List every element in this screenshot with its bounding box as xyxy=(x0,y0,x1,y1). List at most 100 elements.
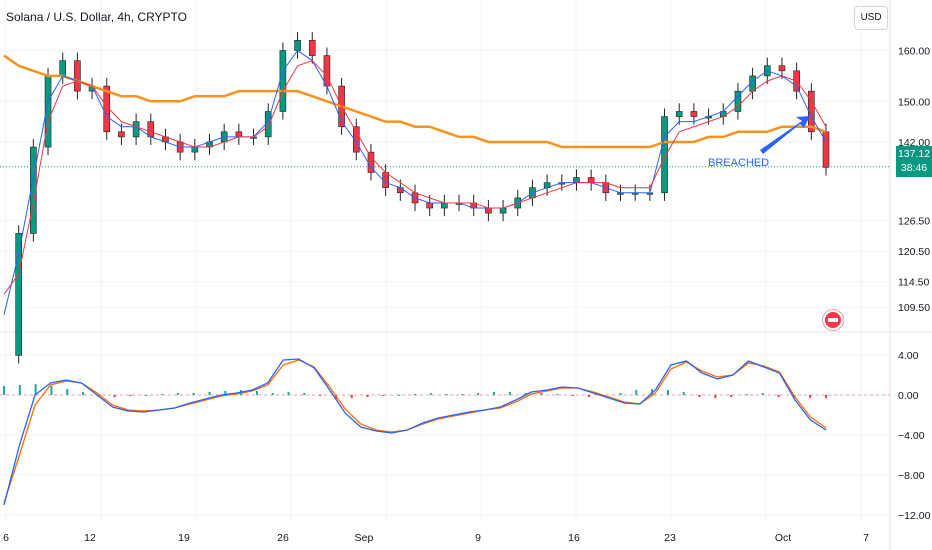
histogram-bar xyxy=(398,395,401,396)
x-tick-label: 26 xyxy=(277,532,289,544)
candle-body xyxy=(573,177,580,183)
histogram-bar xyxy=(176,393,179,395)
candle-body xyxy=(294,40,301,51)
histogram-bar xyxy=(777,395,780,397)
candle-body xyxy=(675,111,683,117)
histogram-bar xyxy=(761,393,764,395)
breached-annotation: BREACHED xyxy=(708,157,770,169)
osc-tick-label: 0.00 xyxy=(898,390,919,402)
candle-body xyxy=(352,126,360,153)
ema-fast-line xyxy=(3,49,827,315)
candle-body xyxy=(690,111,698,117)
candle-body xyxy=(59,60,67,77)
candle-body xyxy=(822,131,830,168)
us-flag-icon[interactable] xyxy=(823,310,843,330)
histogram-bar xyxy=(161,394,164,395)
candle-body xyxy=(499,207,507,214)
histogram-bar xyxy=(666,390,669,395)
chart-title: Solana / U.S. Dollar, 4h, CRYPTO xyxy=(6,10,187,24)
ma-long-line xyxy=(3,54,827,149)
histogram-bar xyxy=(524,393,527,395)
candle-body xyxy=(235,131,243,138)
histogram-bar xyxy=(556,394,559,395)
x-tick-label: 12 xyxy=(84,532,96,544)
histogram-bar xyxy=(319,395,322,396)
y-tick-label: 120.50 xyxy=(898,246,930,258)
histogram-bar xyxy=(825,395,827,398)
signal-line xyxy=(3,359,827,504)
candle-body xyxy=(30,146,37,234)
histogram-bar xyxy=(366,395,369,397)
histogram-bar xyxy=(414,394,416,395)
candle-body xyxy=(15,233,22,356)
candle-body xyxy=(778,65,786,72)
y-tick-label: 160.00 xyxy=(898,45,930,57)
histogram-bar xyxy=(445,394,448,395)
histogram-bar xyxy=(619,393,622,395)
histogram-bar xyxy=(224,391,227,395)
candle-body xyxy=(426,202,433,209)
histogram-bar xyxy=(461,394,464,395)
candle-body xyxy=(147,121,155,138)
histogram-bar xyxy=(82,392,85,395)
candle-body xyxy=(397,187,404,194)
histogram-bar xyxy=(287,392,290,395)
histogram-bar xyxy=(682,392,685,395)
histogram-bar xyxy=(18,385,21,395)
histogram-bar xyxy=(303,393,306,395)
breached-arrow xyxy=(760,116,810,154)
histogram-bar xyxy=(508,392,511,395)
histogram-bar xyxy=(350,395,353,398)
y-tick-label: 109.50 xyxy=(898,302,930,314)
histogram-bar xyxy=(271,393,274,395)
histogram-bar xyxy=(651,389,654,395)
histogram-bar xyxy=(34,384,37,395)
candle-body xyxy=(279,50,287,112)
histogram-bar xyxy=(587,395,590,397)
candle-body xyxy=(661,116,668,194)
candle-body xyxy=(441,202,448,209)
candle-body xyxy=(587,177,595,183)
candle-body xyxy=(118,131,125,138)
histogram-bar xyxy=(192,393,195,395)
x-tick-label: Oct xyxy=(775,532,791,544)
currency-selector[interactable]: USD xyxy=(854,6,888,30)
y-tick-label: 142.00 xyxy=(898,137,930,149)
histogram-bar xyxy=(113,395,116,397)
candle-body xyxy=(308,40,316,56)
x-tick-label: 9 xyxy=(475,532,481,544)
y-tick-label: 114.50 xyxy=(898,277,929,289)
candle-body xyxy=(734,90,742,112)
histogram-bar xyxy=(809,395,812,398)
y-tick-label: 150.00 xyxy=(898,96,930,108)
countdown: 38:46 xyxy=(900,162,928,174)
x-tick-label: 23 xyxy=(664,532,676,544)
x-tick-label: 19 xyxy=(178,532,190,544)
histogram-bar xyxy=(129,395,132,396)
x-tick-label: Sep xyxy=(355,532,374,544)
x-tick-label: 6 xyxy=(3,532,9,544)
last-price-value: 137.12 xyxy=(897,148,931,160)
histogram-bar xyxy=(382,395,385,396)
ema-slow-line xyxy=(3,60,827,295)
histogram-bar xyxy=(429,393,432,395)
histogram-bar xyxy=(3,386,5,395)
histogram-bar xyxy=(477,393,480,395)
histogram-bar xyxy=(572,395,575,396)
histogram-bar xyxy=(730,395,733,397)
candle-body xyxy=(132,121,140,138)
osc-tick-label: 4.00 xyxy=(898,350,919,362)
histogram-bar xyxy=(635,390,638,395)
histogram-bar xyxy=(145,395,148,396)
macd-line xyxy=(3,358,827,506)
histogram-bar xyxy=(540,393,543,395)
histogram-bar xyxy=(255,391,258,395)
osc-tick-label: −4.00 xyxy=(898,430,925,442)
last-price-label: 137.12 38:46 xyxy=(896,146,932,177)
histogram-bar xyxy=(714,395,717,398)
histogram-bar xyxy=(208,392,211,395)
candle-body xyxy=(191,146,199,153)
histogram-bar xyxy=(97,395,100,396)
histogram-bar xyxy=(745,394,748,395)
y-tick-label: 126.50 xyxy=(898,216,930,228)
